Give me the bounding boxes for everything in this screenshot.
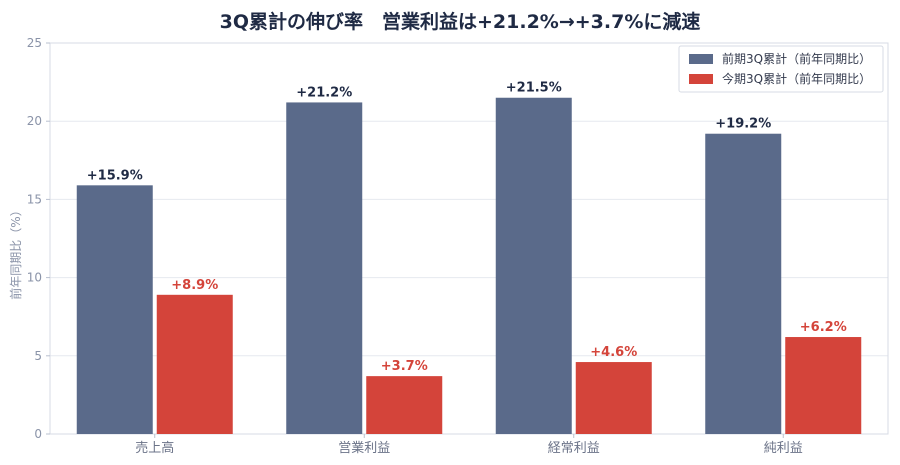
legend-swatch-prev	[689, 54, 713, 64]
data-label: +8.9%	[171, 278, 218, 293]
data-labels: +15.9% +8.9% +21.2% +3.7% +21.5% +4.6% +19.2% +…	[87, 81, 847, 374]
y-axis-label: 前年同期比（%）	[8, 204, 23, 299]
data-label: +21.2%	[296, 85, 352, 100]
x-tick-label: 経常利益	[548, 441, 600, 456]
x-tick-label: 営業利益	[338, 440, 390, 456]
chart-title: 3Q累計の伸び率 営業利益は+21.2%→+3.7%に減速	[220, 10, 701, 33]
bar	[705, 133, 782, 434]
bar	[495, 97, 572, 435]
data-label: +3.7%	[381, 359, 428, 374]
data-label: +6.2%	[800, 320, 847, 335]
data-label: +21.5%	[506, 81, 562, 96]
legend-swatch-current	[689, 74, 713, 84]
plot-frame	[49, 42, 889, 435]
legend-box	[678, 45, 884, 93]
y-tick-label: 0	[34, 427, 42, 441]
data-label: +15.9%	[87, 168, 143, 183]
bar	[286, 102, 363, 434]
x-tick-label: 純利益	[764, 441, 803, 456]
data-label: +4.6%	[590, 345, 637, 360]
x-tick-label: 売上高	[135, 440, 174, 456]
axes: 0 5 10 15 20 25 売上高 営業利益 経常利益 純利益	[27, 36, 889, 456]
y-tick-label: 25	[27, 36, 42, 50]
bars	[76, 97, 862, 435]
y-tick-label: 15	[27, 192, 42, 206]
bar	[76, 185, 153, 434]
y-tick-label: 20	[27, 114, 42, 128]
legend: 前期3Q累計（前年同期比） 今期3Q累計（前年同期比）	[678, 45, 884, 93]
bar	[156, 294, 233, 434]
legend-label-prev: 前期3Q累計（前年同期比）	[722, 51, 871, 66]
bar	[366, 376, 443, 434]
bar	[575, 362, 652, 434]
y-tick-label: 10	[27, 271, 42, 285]
bar	[785, 337, 862, 434]
data-label: +19.2%	[715, 117, 771, 132]
legend-label-current: 今期3Q累計（前年同期比）	[722, 71, 871, 86]
y-tick-label: 5	[34, 349, 42, 363]
